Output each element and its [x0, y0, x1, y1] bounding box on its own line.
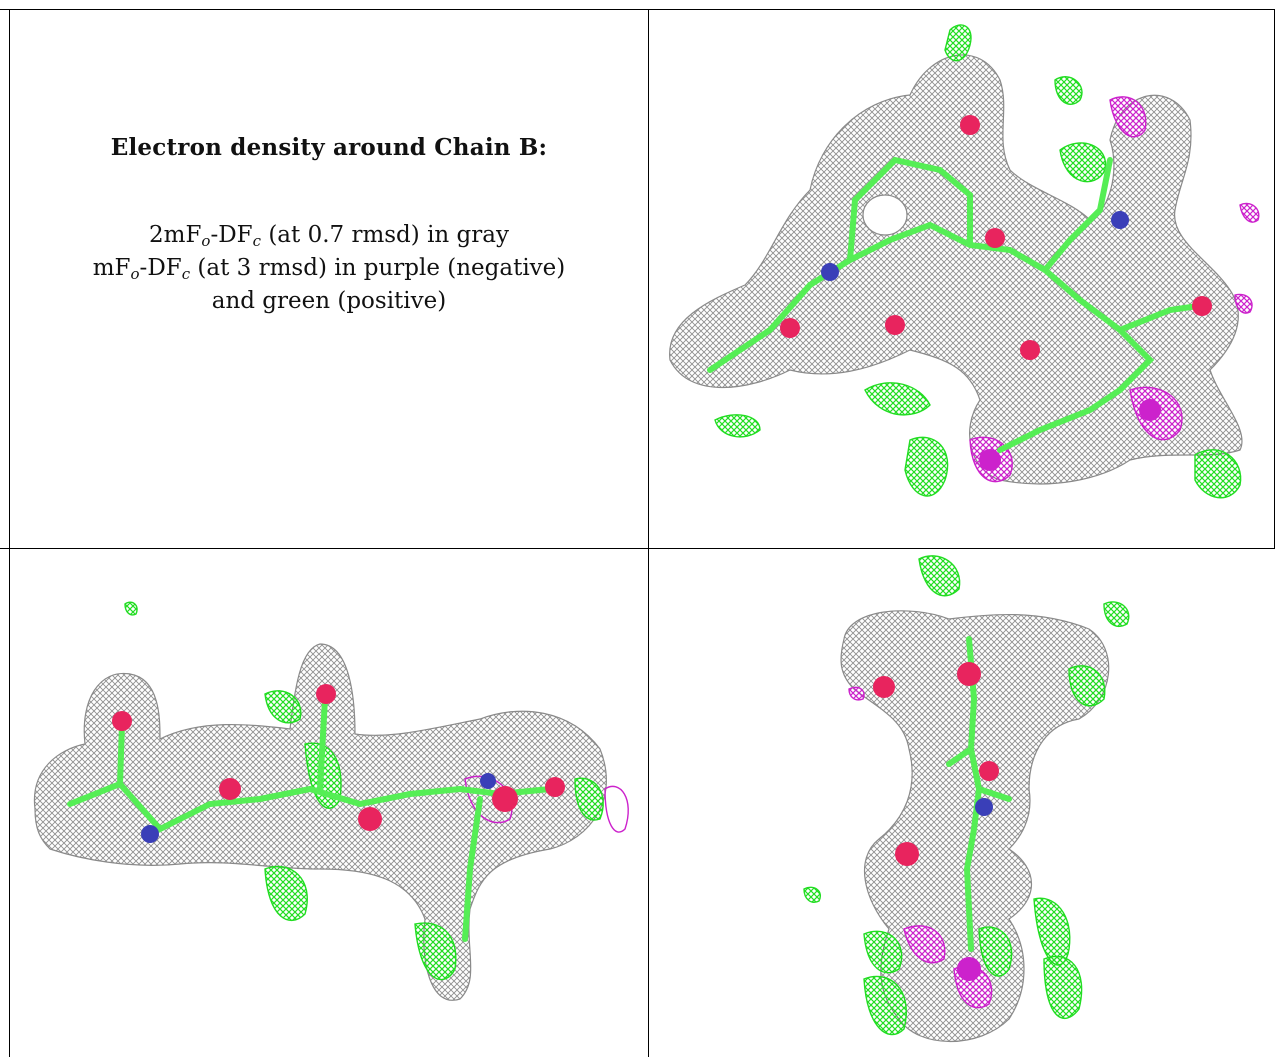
caption-title: Electron density around Chain B:	[110, 134, 548, 161]
caption-line-colors: and green (positive)	[211, 288, 447, 314]
caption-cell: Electron density around Chain B: 2mFo-DF…	[10, 10, 648, 548]
table-row-divider	[0, 548, 1275, 549]
density-view-end	[649, 549, 1274, 1057]
atom-markers	[780, 115, 1212, 471]
density-mesh-2fofc	[33, 643, 607, 1001]
density-mesh-2fofc	[669, 54, 1243, 485]
table-border-left	[9, 9, 10, 1057]
density-mesh-positive	[803, 555, 1130, 1036]
density-view-side	[10, 549, 648, 1057]
density-mesh-positive	[124, 601, 604, 981]
molecule-sticks	[67, 696, 553, 942]
caption-body: 2mFo-DFc (at 0.7 rmsd) in gray mFo-DFc (…	[93, 219, 566, 318]
atom-markers	[873, 662, 999, 981]
caption-line-fofc: mFo-DFc (at 3 rmsd) in purple (negative)	[92, 255, 566, 283]
table-border-middle	[648, 9, 649, 1057]
table-border-top	[0, 9, 1275, 10]
density-view-top	[650, 10, 1274, 548]
atom-markers	[112, 684, 565, 843]
caption-line-2fofc: 2mFo-DFc (at 0.7 rmsd) in gray	[149, 222, 509, 250]
